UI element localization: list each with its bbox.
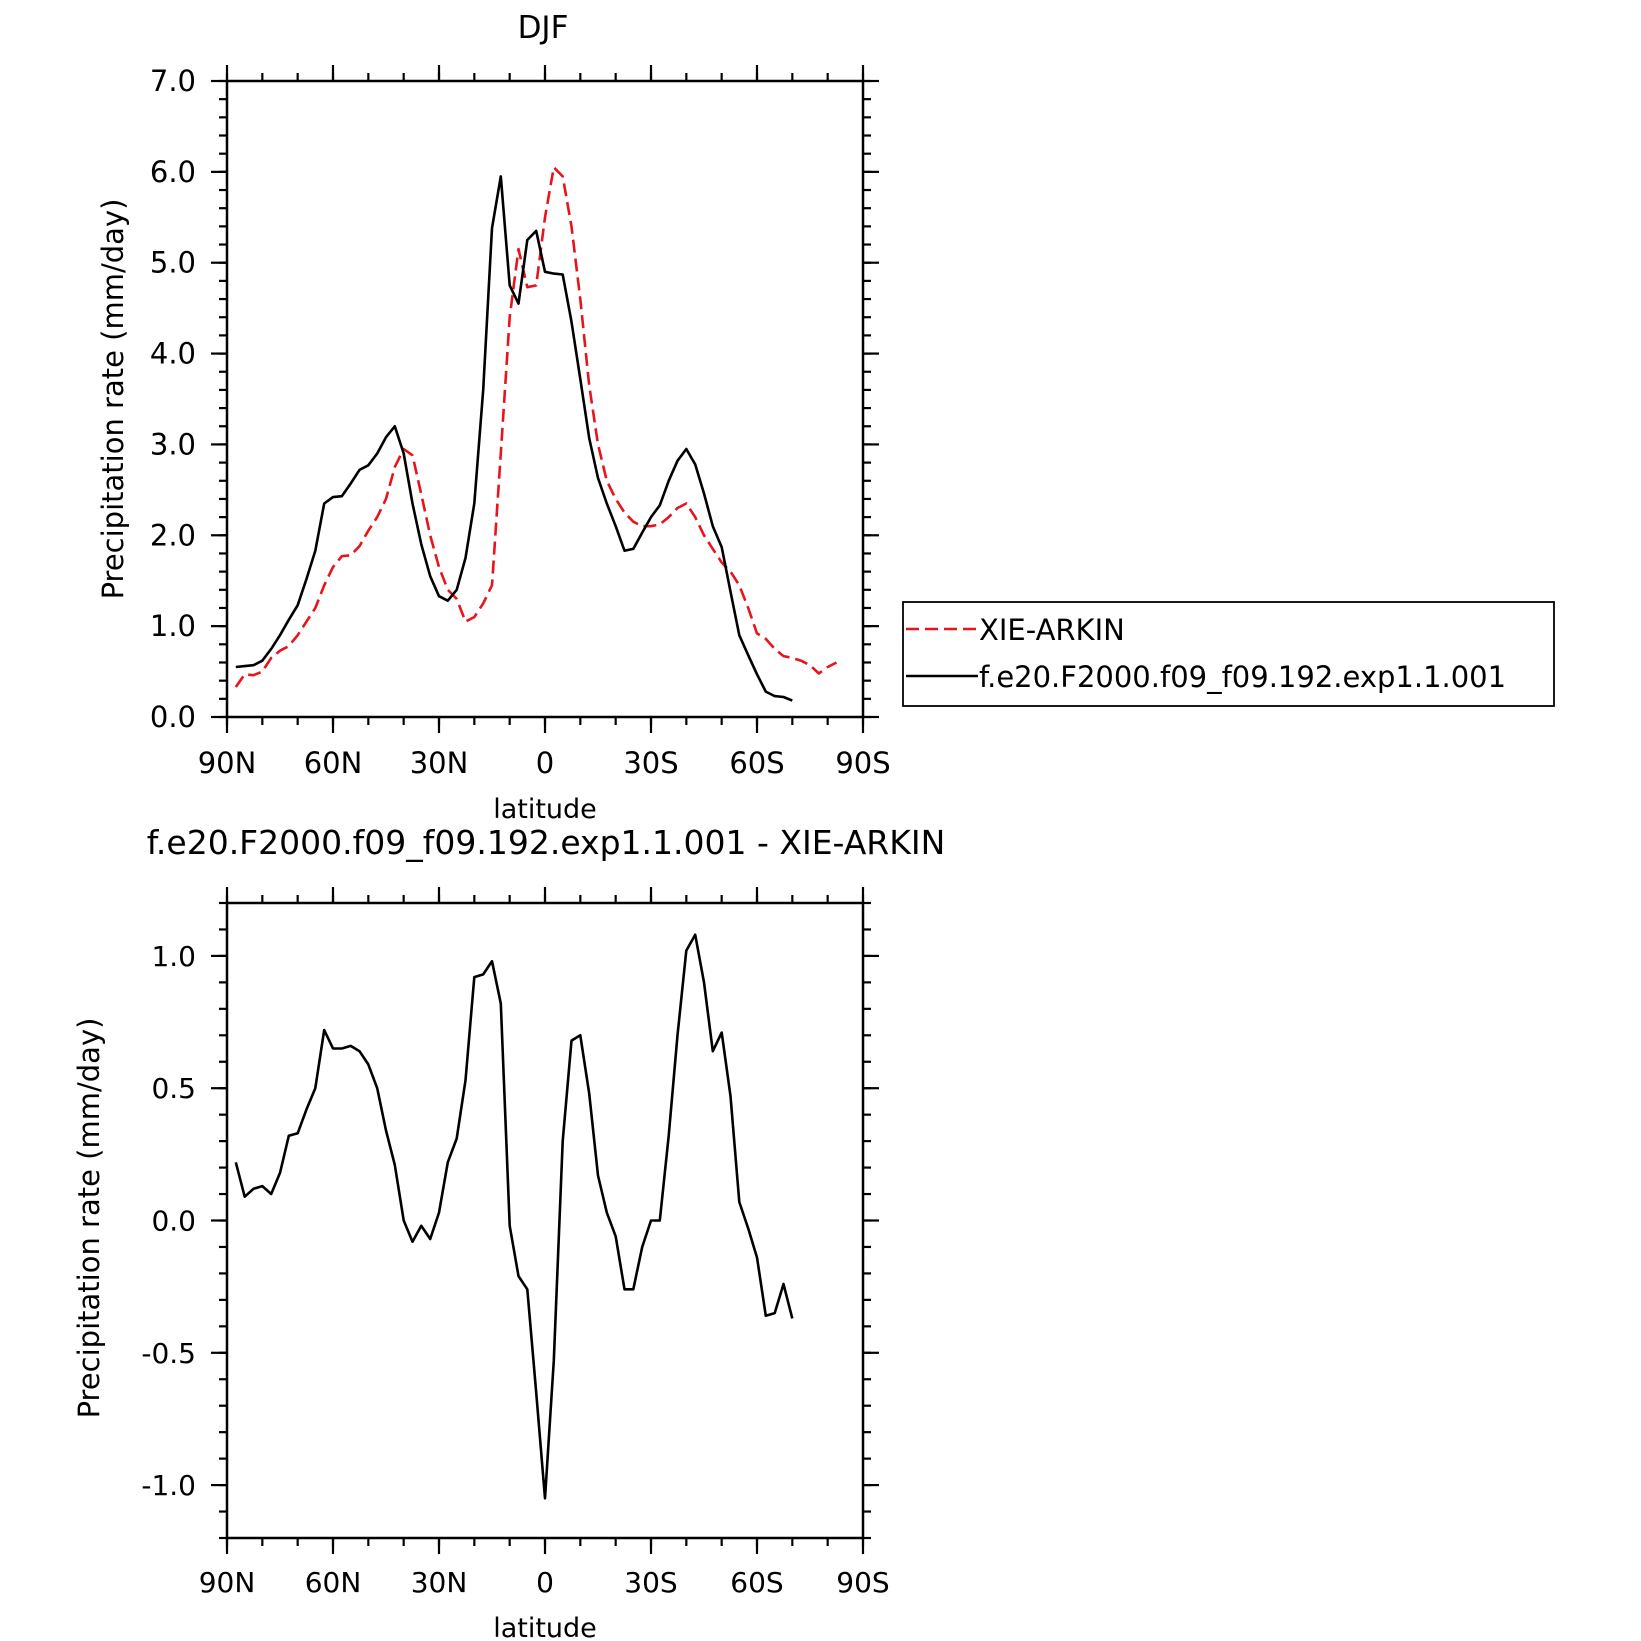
x-tick-label: 90N: [199, 1566, 256, 1599]
y-tick-label: -0.5: [141, 1337, 196, 1370]
y-tick-label: 5.0: [150, 246, 196, 280]
y-tick-label: 4.0: [150, 337, 196, 371]
legend-label-model: f.e20.F2000.f09_f09.192.exp1.1.001: [979, 660, 1506, 694]
bottom-panel: f.e20.F2000.f09_f09.192.exp1.1.001 - XIE…: [72, 823, 945, 1641]
x-tick-label: 60S: [729, 746, 784, 780]
x-tick-label: 0: [536, 746, 554, 780]
top-panel-ticks: [211, 65, 879, 733]
y-tick-label: -1.0: [141, 1469, 196, 1502]
series-line-1: [235, 175, 793, 702]
x-tick-label: 90S: [836, 1566, 889, 1599]
top-panel-y-tick-labels: 0.0 1.0 2.0 3.0 4.0 5.0 6.0 7.0: [150, 64, 196, 734]
x-tick-label: 30N: [410, 746, 469, 780]
bottom-plot-frame: [225, 901, 865, 1540]
x-tick-label: 0: [536, 1566, 554, 1599]
top-panel-x-tick-labels: 90N 60N 30N 0 30S 60S 90S: [198, 746, 891, 780]
x-tick-label: 30N: [411, 1566, 468, 1599]
bottom-panel-ticks: [211, 887, 879, 1554]
y-tick-label: 2.0: [150, 518, 196, 552]
x-tick-label: 30S: [624, 1566, 677, 1599]
y-tick-label: 3.0: [150, 427, 196, 461]
top-plot-frame: [225, 79, 865, 719]
x-tick-label: 90N: [198, 746, 257, 780]
series-line-0: [234, 933, 794, 1500]
bottom-panel-title: f.e20.F2000.f09_f09.192.exp1.1.001 - XIE…: [147, 823, 946, 862]
x-tick-label: 30S: [623, 746, 678, 780]
bottom-panel-x-axis-label: latitude: [493, 1613, 597, 1641]
x-tick-label: 90S: [835, 746, 890, 780]
x-tick-label: 60N: [305, 1566, 362, 1599]
bottom-panel-x-tick-labels: 90N 60N 30N 0 30S 60S 90S: [199, 1566, 890, 1599]
y-tick-label: 0.0: [151, 1205, 196, 1238]
legend: XIE-ARKIN f.e20.F2000.f09_f09.192.exp1.1…: [902, 601, 1555, 707]
series-line-0: [234, 166, 838, 688]
top-panel-series: [234, 166, 838, 702]
y-tick-label: 7.0: [150, 64, 196, 98]
y-tick-label: 0.0: [150, 700, 196, 734]
x-tick-label: 60S: [730, 1566, 783, 1599]
top-panel-title: DJF: [518, 10, 569, 46]
y-tick-label: 6.0: [150, 155, 196, 189]
legend-label-xie-arkin: XIE-ARKIN: [979, 613, 1125, 647]
top-panel-x-axis-label: latitude: [493, 794, 597, 825]
bottom-panel-y-axis-label: Precipitation rate (mm/day): [72, 1018, 106, 1419]
bottom-panel-y-tick-labels: -1.0 -0.5 0.0 0.5 1.0: [141, 940, 196, 1502]
y-tick-label: 0.5: [151, 1072, 196, 1105]
y-tick-label: 1.0: [151, 940, 196, 973]
top-panel: DJF 0.0 1.0 2.0 3.0 4.0 5.0 6.0 7.0 90N 60N 30N 0 3…: [96, 10, 1555, 825]
bottom-panel-series: [234, 933, 794, 1500]
y-tick-label: 1.0: [150, 609, 196, 643]
top-panel-y-axis-label: Precipitation rate (mm/day): [96, 199, 130, 600]
legend-box: [902, 601, 1555, 707]
x-tick-label: 60N: [304, 746, 363, 780]
